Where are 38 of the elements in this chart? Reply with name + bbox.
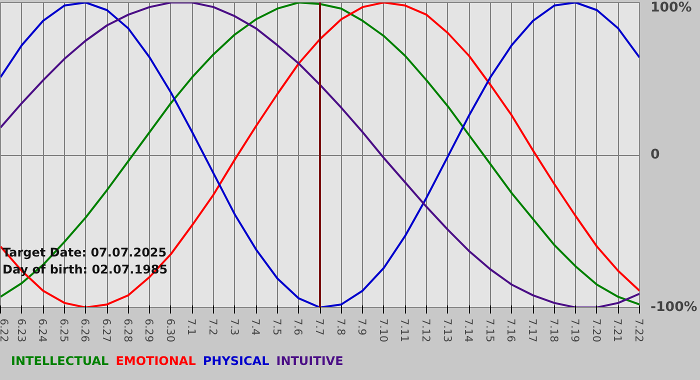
x-tick-label: 7.15: [483, 318, 496, 342]
text: INTUITIVE: [276, 354, 344, 368]
x-tick-label: 7.9: [356, 318, 369, 336]
x-tick-label: 7.4: [249, 318, 262, 336]
x-tick-label: 7.20: [590, 318, 603, 342]
x-tick-label: 7.12: [420, 318, 432, 342]
text: EMOTIONAL: [116, 354, 196, 368]
x-tick-label: 7.2: [206, 318, 220, 336]
x-tick-label: 6.28: [121, 318, 134, 342]
x-tick-label: 7.8: [334, 318, 348, 336]
x-tick-label: 6.30: [164, 318, 177, 342]
x-tick-label: 7.1: [185, 318, 198, 336]
x-tick-label: 7.21: [611, 318, 624, 342]
x-tick-label: 7.3: [228, 318, 241, 336]
x-tick-label: 7.5: [270, 318, 284, 336]
x-tick-label: 7.22: [632, 318, 646, 342]
y-tick-label: 100%: [650, 0, 692, 16]
y-tick-label: 0: [650, 148, 660, 162]
x-tick-label: 6.25: [57, 318, 70, 342]
y-tick-label: -100%: [650, 300, 698, 315]
text: PHYSICAL: [202, 354, 270, 368]
x-tick-label: 7.10: [376, 318, 390, 342]
x-tick-label: 7.18: [547, 318, 560, 342]
x-tick-label: 7.14: [462, 318, 476, 342]
x-tick-label: 6.22: [0, 318, 10, 342]
x-tick-label: 6.23: [14, 318, 28, 342]
x-tick-label: 6.26: [78, 318, 92, 342]
x-tick-label: 6.29: [142, 318, 156, 342]
x-tick-label: 6.27: [100, 318, 113, 342]
x-tick-label: 7.13: [440, 318, 454, 342]
text: INTELLECTUAL: [11, 354, 109, 368]
x-tick-label: 7.19: [568, 318, 582, 342]
x-tick-label: 7.6: [292, 318, 305, 336]
x-tick-label: 7.17: [526, 318, 539, 342]
x-tick-label: 7.16: [504, 318, 518, 342]
x-tick-label: 7.7: [313, 318, 326, 336]
x-tick-label: 6.24: [36, 318, 50, 342]
x-tick-label: 7.11: [398, 318, 412, 342]
